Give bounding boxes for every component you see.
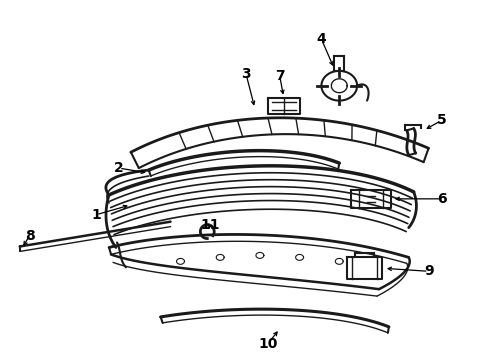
Text: 5: 5 [437,113,446,127]
Text: 8: 8 [25,229,35,243]
Text: 1: 1 [91,208,101,222]
Text: 11: 11 [200,218,220,231]
Text: 9: 9 [424,264,433,278]
Text: 7: 7 [275,69,285,83]
Text: 2: 2 [114,161,124,175]
Text: 3: 3 [241,67,251,81]
Text: 10: 10 [258,337,277,351]
Text: 4: 4 [317,32,326,46]
Text: 6: 6 [437,192,446,206]
